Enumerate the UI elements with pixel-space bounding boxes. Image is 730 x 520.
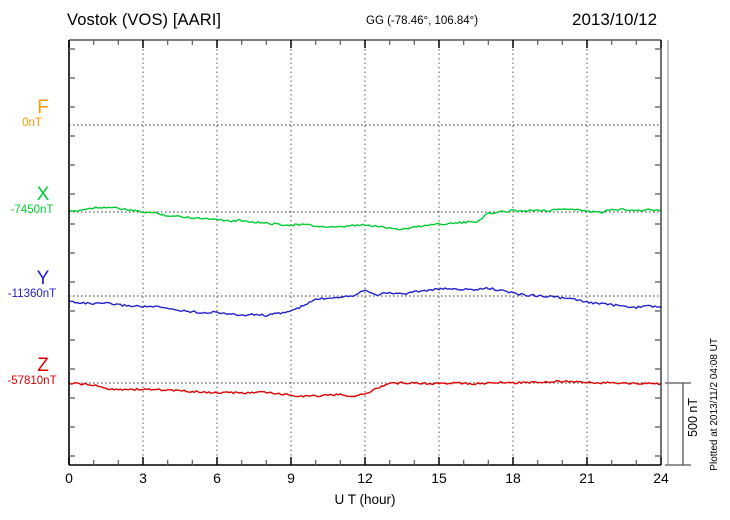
x-tick-label-6: 6	[213, 470, 221, 486]
component-label-z: Z	[37, 355, 49, 376]
component-label-x: X	[36, 184, 50, 205]
component-label-f: F	[37, 97, 49, 118]
trace-x	[68, 206, 662, 231]
component-label-y: Y	[36, 268, 50, 289]
x-tick-label-0: 0	[65, 470, 73, 486]
x-tick-label-15: 15	[431, 470, 447, 486]
trace-y	[68, 286, 662, 318]
component-baseline-y: -11360nT	[7, 288, 57, 300]
plotted-at-timestamp: Plotted at 2013/11/2 04:08 UT	[709, 338, 720, 471]
x-axis-title: U T (hour)	[334, 492, 396, 507]
x-tick-label-3: 3	[139, 470, 147, 486]
component-baseline-x: -7450nT	[10, 204, 54, 216]
trace-z	[68, 379, 662, 398]
component-baseline-f: 0nT	[22, 117, 42, 129]
observation-date: 2013/10/12	[572, 10, 658, 29]
component-baseline-z: -57810nT	[7, 375, 57, 387]
station-title: Vostok (VOS) [AARI]	[67, 11, 222, 29]
x-tick-label-24: 24	[653, 470, 669, 486]
x-tick-label-9: 9	[287, 470, 295, 486]
x-tick-label-18: 18	[505, 470, 521, 486]
x-tick-label-21: 21	[579, 470, 595, 486]
geographic-coordinates: GG (-78.46°, 106.84°)	[366, 15, 479, 27]
scale-bar-caption: 500 nT	[686, 398, 700, 437]
x-tick-label-12: 12	[357, 470, 373, 486]
